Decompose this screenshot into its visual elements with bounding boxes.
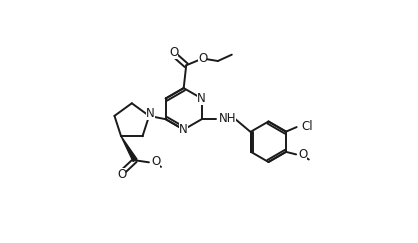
Text: N: N: [197, 92, 206, 105]
Text: O: O: [169, 46, 178, 59]
Text: Cl: Cl: [301, 120, 313, 132]
Text: O: O: [198, 52, 207, 65]
Text: NH: NH: [219, 113, 236, 125]
Text: O: O: [151, 155, 160, 168]
Text: O: O: [298, 148, 307, 161]
Text: N: N: [146, 107, 155, 120]
Text: O: O: [117, 168, 126, 181]
Text: N: N: [179, 123, 188, 136]
Polygon shape: [121, 136, 137, 161]
